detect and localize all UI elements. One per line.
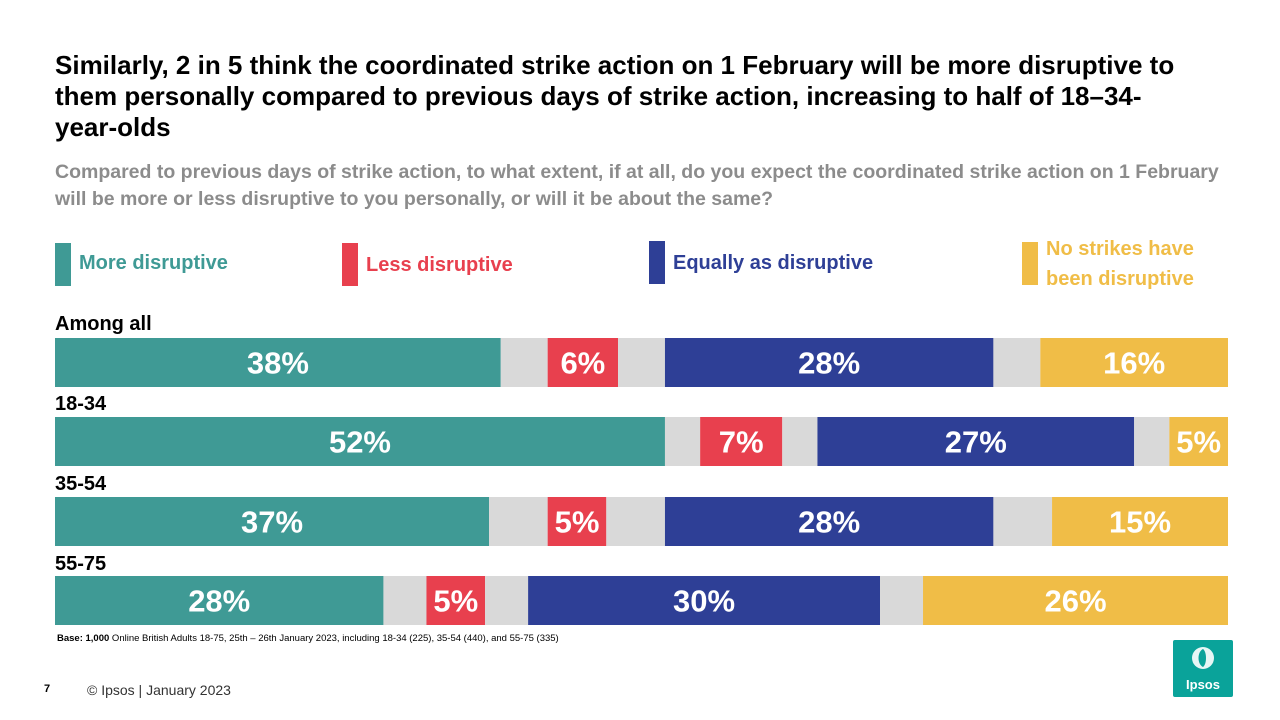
bar-gap-segment [880, 576, 924, 625]
legend-label: No strikes have been disruptive [1046, 238, 1194, 290]
bar-value-label: 27% [945, 425, 1007, 460]
bar-segment [55, 338, 501, 387]
bar-segment [426, 576, 486, 625]
bar-gap-segment [993, 338, 1041, 387]
legend-label: Equally as disruptive [673, 252, 874, 274]
bar-gap-segment [489, 497, 548, 546]
bar-segment [664, 338, 994, 387]
bar-value-label: 30% [673, 584, 735, 619]
legend-more-disruptive: More disruptive [55, 243, 228, 286]
bar-segment [1169, 417, 1228, 466]
bar-value-label: 28% [798, 346, 860, 381]
bar-segment [528, 576, 881, 625]
bar-gap-segment [618, 338, 665, 387]
legend-swatch-yellow [1022, 242, 1038, 285]
logo-text: Ipsos [1186, 677, 1220, 692]
bar-segment [817, 417, 1135, 466]
bar-value-label: 5% [555, 505, 600, 540]
row-label: Among all [55, 313, 152, 335]
base-note: Base: 1,000 Online British Adults 18-75,… [57, 633, 559, 644]
ipsos-logo-icon [1192, 647, 1214, 669]
bar-value-label: 5% [1176, 425, 1221, 460]
bar-gap-segment [500, 338, 548, 387]
bar-value-label: 15% [1109, 505, 1171, 540]
bar-value-label: 37% [241, 505, 303, 540]
legend-swatch-blue [649, 241, 665, 284]
bar-gap-segment [782, 417, 818, 466]
bar-segment [55, 497, 490, 546]
bar-value-label: 26% [1044, 584, 1106, 619]
bar-gap-segment [606, 497, 665, 546]
legend-less-disruptive: Less disruptive [342, 243, 513, 286]
bar-segment [547, 338, 619, 387]
legend-no-strikes-disruptive: No strikes have been disruptive [1022, 234, 1226, 294]
bar-segment [1040, 338, 1228, 387]
bar-segment [55, 417, 665, 466]
base-note-bold: Base: 1,000 [57, 633, 110, 644]
legend-swatch-teal [55, 243, 71, 286]
bar-value-label: 7% [719, 425, 764, 460]
bar-value-label: 38% [247, 346, 309, 381]
bar-segment [700, 417, 783, 466]
bar-gap-segment [664, 417, 701, 466]
bar-gap-segment [485, 576, 529, 625]
page-number: 7 [44, 683, 51, 695]
bar-value-label: 28% [188, 584, 250, 619]
bar-value-label: 16% [1103, 346, 1165, 381]
bar-value-label: 5% [433, 584, 478, 619]
ipsos-logo: Ipsos [1173, 640, 1233, 697]
bar-value-label: 28% [798, 505, 860, 540]
slide-title: Similarly, 2 in 5 think the coordinated … [55, 50, 1175, 142]
legend-swatch-red [342, 243, 358, 286]
stacked-bar-chart: Among all 38% 6% 28% 16% 18-34 52% 7% 27% 5% 35-54… [55, 313, 1228, 625]
legend-label: More disruptive [79, 252, 228, 274]
legend-label: Less disruptive [366, 254, 513, 276]
bar-segment [664, 497, 994, 546]
bar-segment [547, 497, 607, 546]
bar-value-label: 52% [329, 425, 391, 460]
bar-segment [1052, 497, 1228, 546]
question-subtitle: Compared to previous days of strike acti… [55, 161, 1219, 210]
bar-segment [55, 576, 384, 625]
bar-gap-segment [383, 576, 427, 625]
row-label: 35-54 [55, 473, 107, 495]
bar-gap-segment [1134, 417, 1170, 466]
row-label: 55-75 [55, 553, 106, 575]
bar-value-label: 6% [560, 346, 605, 381]
bar-segment [923, 576, 1228, 625]
base-note-text: Online British Adults 18-75, 25th – 26th… [109, 633, 559, 644]
copyright: © Ipsos | January 2023 [87, 682, 231, 698]
legend-equally-disruptive: Equally as disruptive [649, 241, 873, 284]
bar-gap-segment [993, 497, 1053, 546]
row-label: 18-34 [55, 393, 107, 415]
